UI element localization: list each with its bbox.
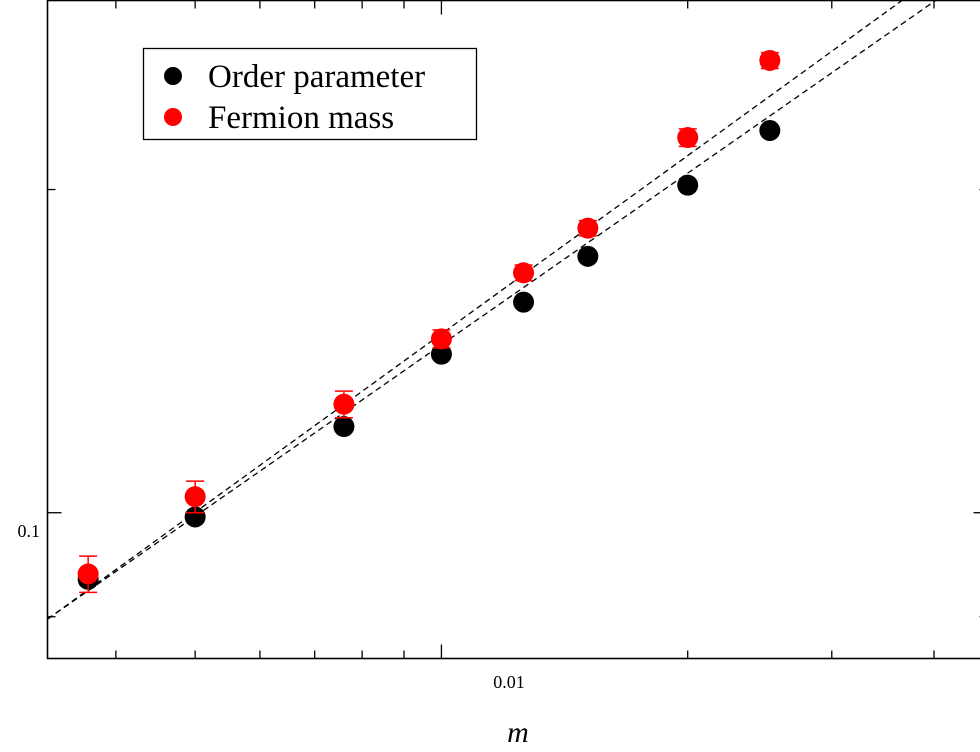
- legend-marker-fermion-mass: [164, 108, 182, 126]
- point-fermion-mass-7: [759, 49, 781, 71]
- point-fermion-mass-6: [677, 127, 699, 149]
- x-tick-label-0.01: 0.01: [493, 672, 525, 692]
- legend-box: [142, 47, 478, 141]
- point-fermion-mass-3: [430, 328, 452, 350]
- point-fermion-mass-1: [184, 486, 206, 508]
- point-fermion-mass-4: [513, 262, 535, 284]
- x-axis-title: m: [507, 716, 529, 749]
- fit-line-0: [47, 0, 938, 620]
- point-order-parameter-1: [184, 506, 206, 528]
- legend-marker-order-parameter: [164, 67, 182, 85]
- point-fermion-mass-5: [577, 217, 599, 239]
- legend-label-order-parameter: Order parameter: [208, 59, 425, 95]
- legend-label-fermion-mass: Fermion mass: [208, 100, 394, 136]
- point-fermion-mass-0: [77, 563, 99, 585]
- point-order-parameter-5: [577, 245, 599, 267]
- point-order-parameter-4: [513, 291, 535, 313]
- point-order-parameter-7: [759, 120, 781, 142]
- point-order-parameter-2: [333, 416, 355, 438]
- point-fermion-mass-2: [333, 393, 355, 415]
- point-order-parameter-6: [677, 174, 699, 196]
- axis-ticks-group: [47, 0, 980, 659]
- y-tick-label-0.1: 0.1: [18, 521, 41, 541]
- plot-frame: [46, 0, 980, 660]
- legend: Order parameter Fermion mass: [142, 47, 478, 141]
- point-order-parameter-3: [430, 343, 452, 365]
- data-points-group: [77, 49, 781, 594]
